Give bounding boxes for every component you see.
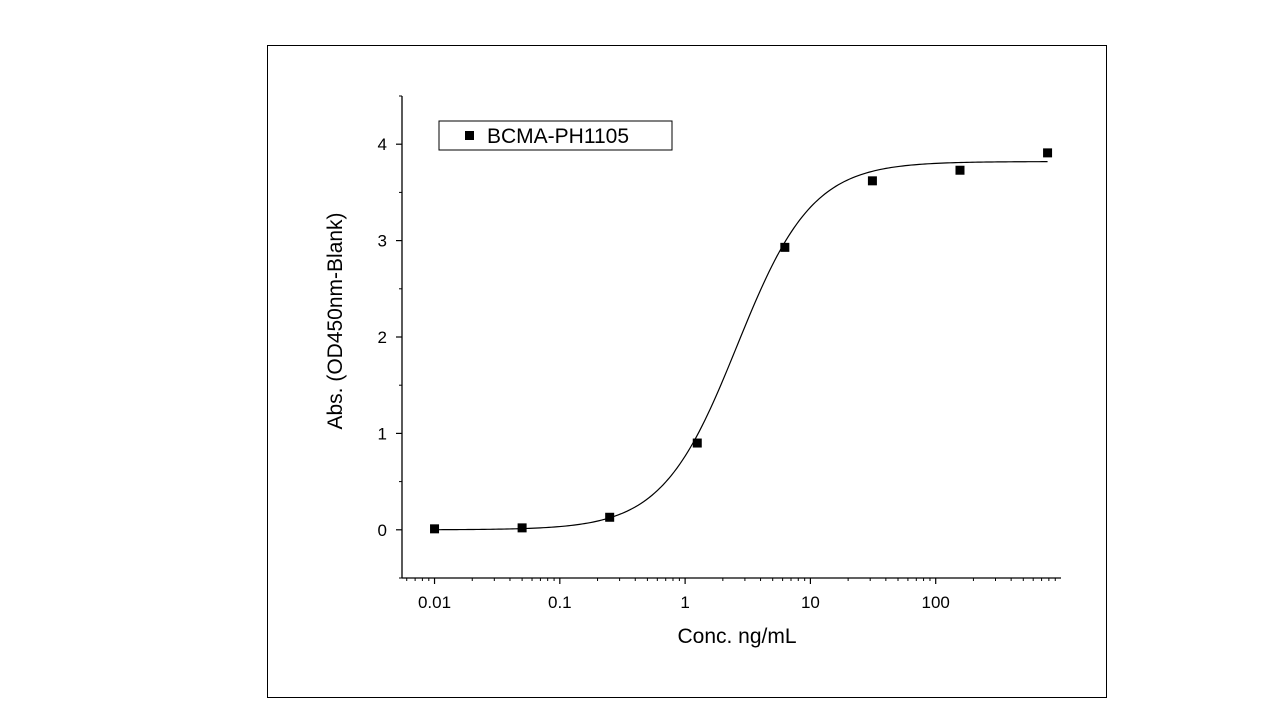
legend-box [438,120,673,151]
x-axis-title: Conc. ng/mL [677,625,796,648]
data-point [780,242,790,252]
y-tick-label: 0 [378,521,387,540]
data-point [517,523,527,533]
legend: BCMA-PH1105 [438,120,673,151]
data-point [1043,148,1053,158]
y-axis-title: Abs. (OD450nm-Blank) [324,212,347,429]
data-point [430,524,440,534]
x-tick-label: 10 [801,593,820,612]
data-point [867,176,877,186]
data-point [955,165,965,175]
data-point [605,512,615,522]
y-tick-label: 3 [378,232,387,251]
fit-curve-line [434,161,1048,531]
chart-axes: 0 1 2 3 4 0.01 0.1 1 10 100 [378,95,1061,612]
chart-plot: 0 1 2 3 4 0.01 0.1 1 10 100 BCMA-PH1105 Conc. ng/… [324,95,1061,648]
fit-curve-layer [434,161,1048,531]
data-point [692,438,702,448]
y-tick-label: 4 [378,135,387,154]
legend-label: BCMA-PH1105 [487,125,629,148]
x-tick-label: 0.1 [548,593,572,612]
data-points-layer [430,148,1053,534]
y-tick-label: 1 [378,424,387,443]
y-tick-label: 2 [378,328,387,347]
chart-frame: 0 1 2 3 4 0.01 0.1 1 10 100 BCMA-PH1105 Conc. ng/… [267,45,1107,698]
x-tick-label: 1 [680,593,689,612]
x-tick-label: 0.01 [418,593,451,612]
legend-marker [465,131,474,140]
x-tick-label: 100 [922,593,950,612]
